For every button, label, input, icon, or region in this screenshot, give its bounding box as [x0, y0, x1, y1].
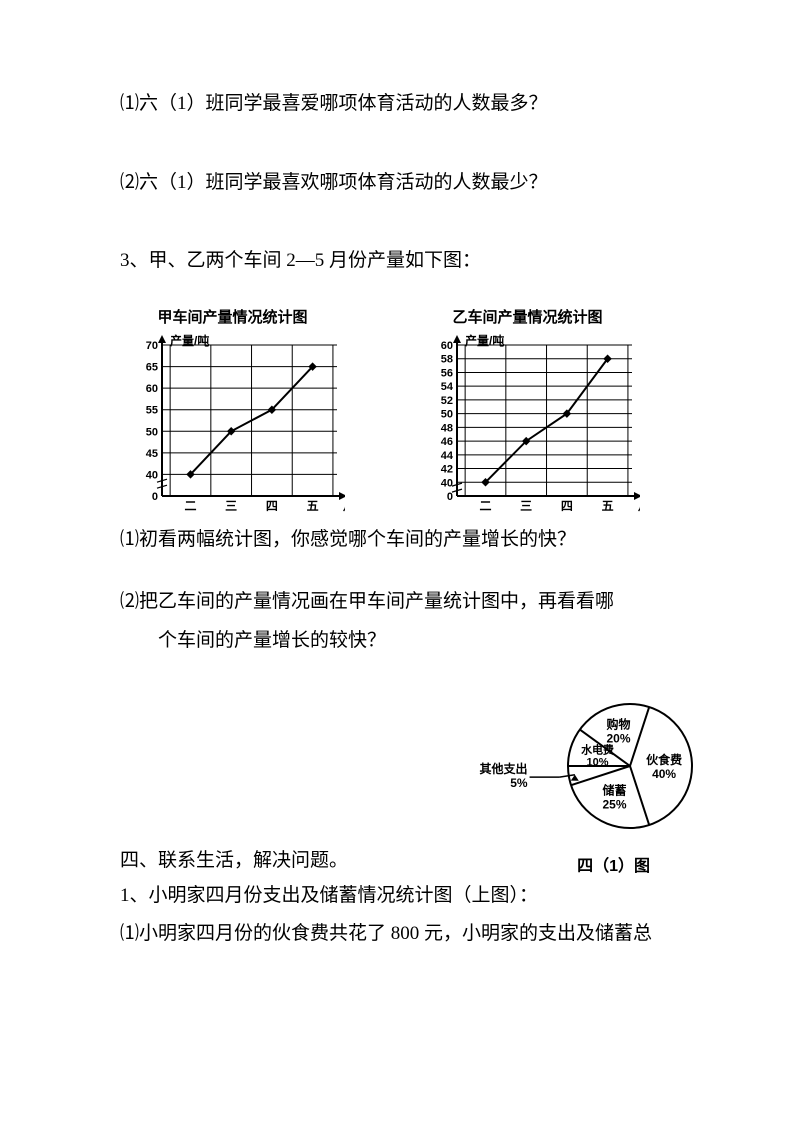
q3-sub2b: 个车间的产量增长的较快？ [158, 627, 700, 656]
svg-text:五: 五 [307, 499, 319, 513]
svg-text:二: 二 [479, 499, 491, 513]
sec4-q1: 1、小明家四月份支出及储蓄情况统计图（上图）： [120, 882, 700, 911]
svg-text:二: 二 [184, 499, 196, 513]
page: ⑴六（1）班同学最喜爱哪项体育活动的人数最多？ ⑵六（1）班同学最喜欢哪项体育活… [0, 0, 800, 989]
q3-sub1: ⑴初看两幅统计图，你感觉哪个车间的产量增长的快？ [120, 526, 700, 555]
svg-text:40%: 40% [652, 767, 676, 781]
svg-text:四: 四 [561, 499, 573, 513]
svg-text:五: 五 [602, 499, 614, 513]
svg-text:5%: 5% [510, 776, 528, 790]
svg-text:58: 58 [441, 353, 453, 365]
chart-a-title: 甲车间产量情况统计图 [157, 306, 307, 327]
charts-row: 甲车间产量情况统计图 0 40 45 50 55 60 65 70 二 三 四 五 月份 产量/吨 乙车间… [120, 306, 700, 518]
svg-text:三: 三 [520, 499, 532, 513]
svg-text:60: 60 [146, 383, 158, 395]
sec4-q1-1: ⑴小明家四月份的伙食费共花了 800 元，小明家的支出及储蓄总 [120, 920, 700, 949]
svg-text:46: 46 [441, 436, 453, 448]
svg-text:0: 0 [152, 491, 158, 503]
svg-text:月份: 月份 [342, 498, 345, 513]
question-2: ⑵六（1）班同学最喜欢哪项体育活动的人数最少？ [120, 169, 700, 198]
chart-b: 乙车间产量情况统计图 04042444648505254565860二三四五月份… [415, 306, 640, 518]
svg-text:50: 50 [441, 408, 453, 420]
pie-caption: 四（1）图 [577, 852, 650, 876]
svg-text:储蓄: 储蓄 [603, 782, 627, 797]
svg-text:44: 44 [441, 449, 454, 461]
chart-a-svg: 0 40 45 50 55 60 65 70 二 三 四 五 月份 产量/吨 [120, 333, 345, 518]
svg-text:40: 40 [146, 469, 158, 481]
svg-text:70: 70 [146, 340, 158, 352]
chart-b-title: 乙车间产量情况统计图 [452, 306, 602, 327]
svg-text:三: 三 [225, 499, 237, 513]
svg-text:50: 50 [146, 426, 158, 438]
svg-text:其他支出: 其他支出 [480, 761, 528, 776]
svg-text:25%: 25% [603, 797, 627, 811]
svg-text:42: 42 [441, 463, 453, 475]
svg-text:0: 0 [447, 491, 453, 503]
question-1: ⑴六（1）班同学最喜爱哪项体育活动的人数最多？ [120, 90, 700, 119]
q3-intro: 3、甲、乙两个车间 2—5 月份产量如下图： [120, 247, 700, 276]
svg-text:产量/吨: 产量/吨 [170, 333, 209, 348]
svg-text:56: 56 [441, 367, 453, 379]
chart-a: 甲车间产量情况统计图 0 40 45 50 55 60 65 70 二 三 四 五 月份 产量/吨 [120, 306, 345, 518]
svg-text:65: 65 [146, 361, 158, 373]
q3-sub2a: ⑵把乙车间的产量情况画在甲车间产量统计图中，再看看哪 [120, 588, 700, 617]
svg-text:48: 48 [441, 422, 453, 434]
svg-text:20%: 20% [606, 732, 630, 746]
section-4-title: 四、联系生活，解决问题。 [120, 847, 348, 876]
svg-text:购物: 购物 [606, 717, 630, 732]
svg-text:四: 四 [266, 499, 278, 513]
svg-text:52: 52 [441, 394, 453, 406]
svg-text:40: 40 [441, 477, 453, 489]
svg-text:月份: 月份 [637, 498, 640, 513]
svg-text:55: 55 [146, 404, 158, 416]
pie-chart-svg: 水电费10%购物20%伙食费40%储蓄25%其他支出5% [470, 671, 720, 841]
svg-text:产量/吨: 产量/吨 [465, 333, 504, 348]
svg-text:60: 60 [441, 340, 453, 352]
svg-text:54: 54 [441, 381, 454, 393]
svg-text:45: 45 [146, 447, 158, 459]
chart-b-svg: 04042444648505254565860二三四五月份产量/吨 [415, 333, 640, 518]
pie-block: 水电费10%购物20%伙食费40%储蓄25%其他支出5% [120, 671, 720, 841]
svg-text:伙食费: 伙食费 [646, 752, 682, 767]
svg-text:10%: 10% [587, 756, 609, 768]
